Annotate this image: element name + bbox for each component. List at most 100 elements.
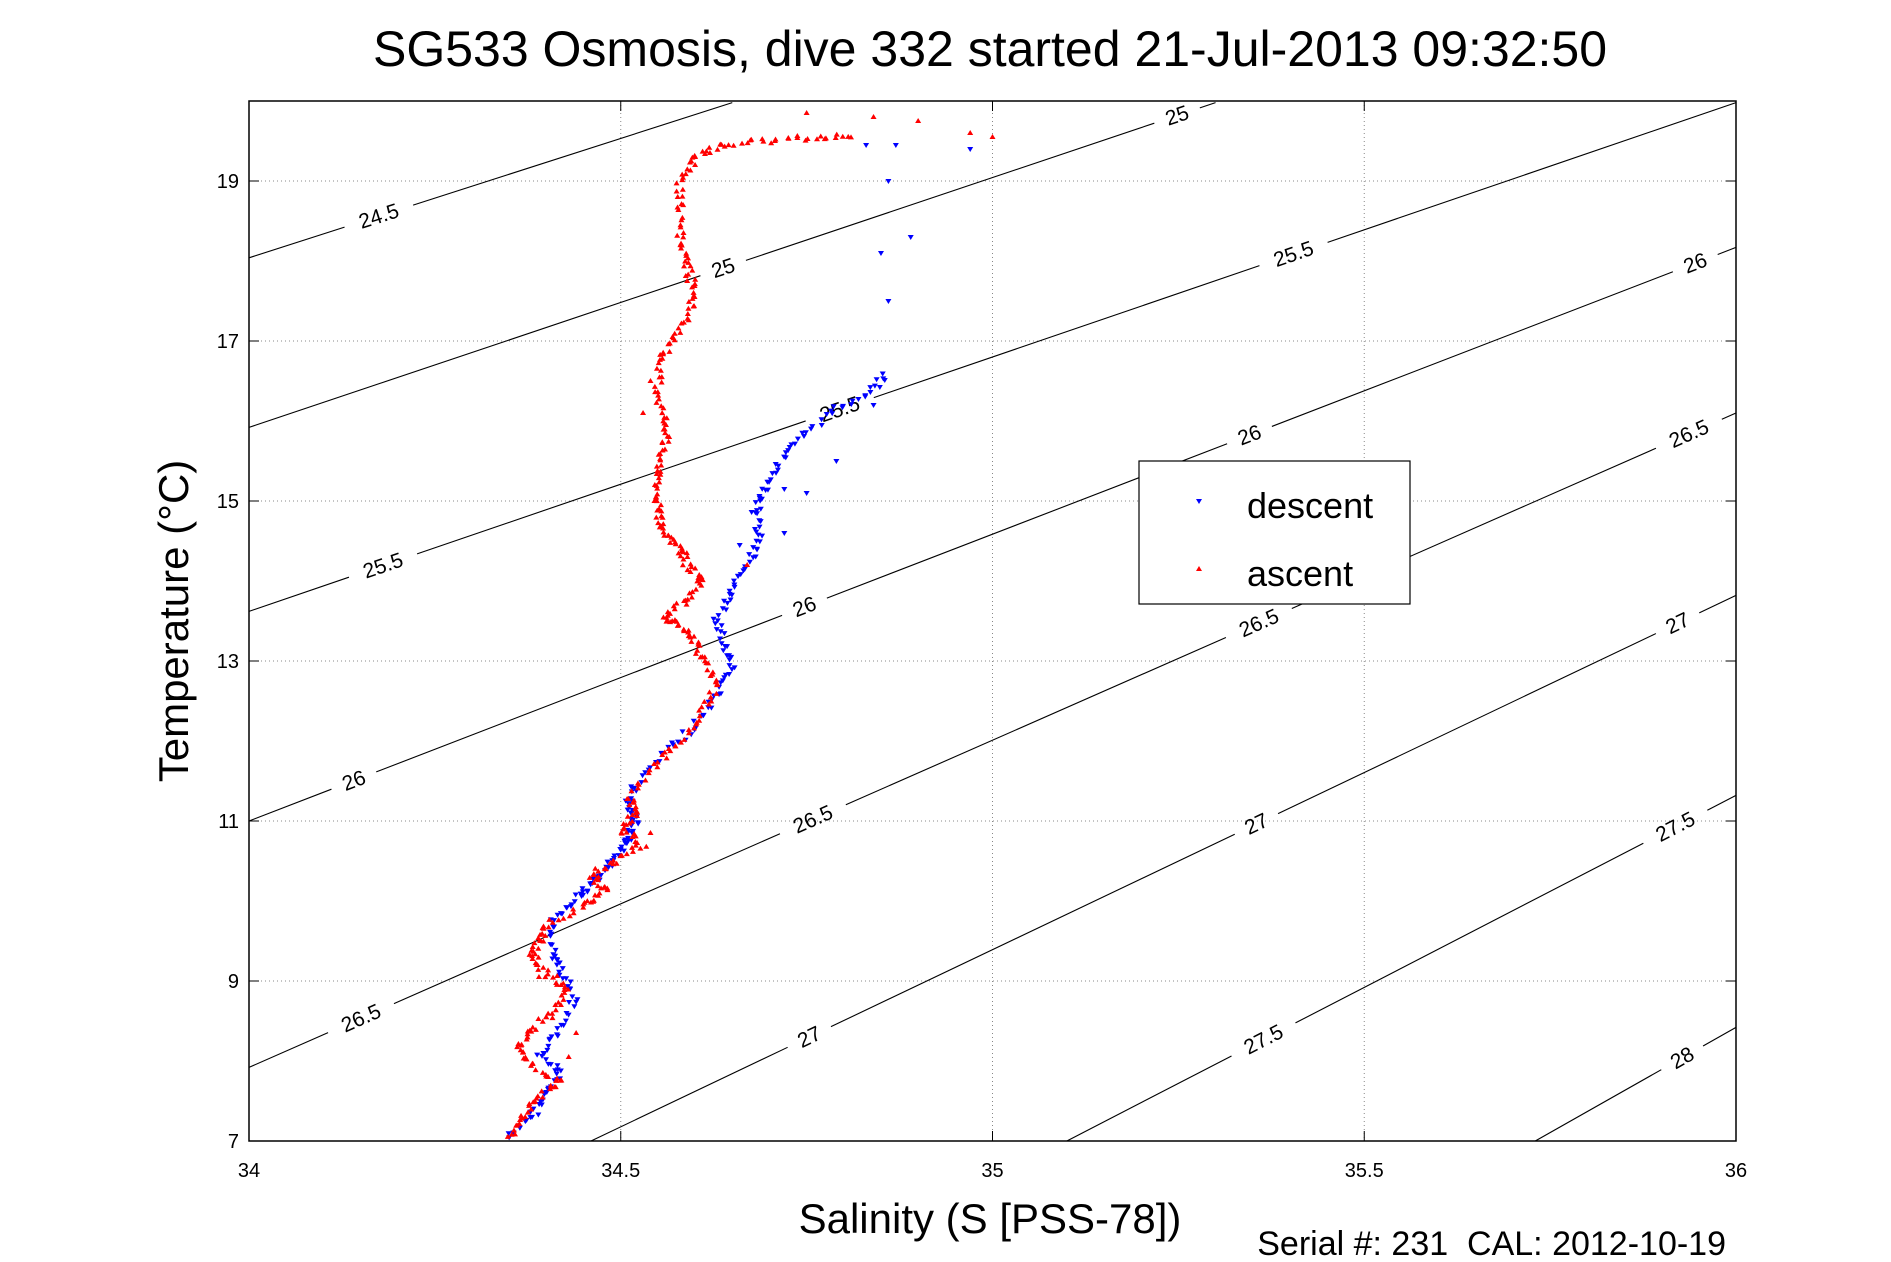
descent-point	[752, 500, 759, 506]
ascent-point	[643, 843, 650, 849]
descent-point	[550, 952, 557, 958]
ascent-point	[989, 134, 996, 139]
ascent-point	[553, 979, 560, 985]
descent-point	[620, 848, 627, 854]
ascent-point	[678, 245, 685, 251]
ascent-point	[561, 984, 568, 990]
ascent-point	[655, 392, 662, 398]
descent-point	[553, 962, 560, 968]
ascent-point	[557, 1077, 564, 1083]
ascent-point	[689, 267, 696, 273]
ascent-point	[543, 1014, 550, 1020]
ascent-point	[555, 999, 562, 1005]
ascent-point	[660, 529, 667, 535]
ascent-point	[654, 491, 661, 497]
descent-point	[631, 785, 638, 791]
descent-point	[746, 552, 753, 558]
ascent-point	[671, 330, 678, 336]
descent-point	[717, 629, 724, 635]
ascent-point	[833, 131, 840, 137]
ascent-point	[565, 986, 572, 992]
ascent-point	[772, 136, 779, 142]
ascent-point	[690, 303, 697, 309]
ascent-point	[706, 689, 713, 695]
descent-point	[756, 518, 763, 524]
ascent-point	[632, 804, 639, 810]
descent-point	[791, 441, 798, 447]
ascent-point	[684, 315, 691, 321]
y-tick-label: 13	[217, 651, 239, 673]
ascent-point	[675, 207, 682, 213]
descent-point	[557, 911, 564, 917]
descent-point	[724, 644, 731, 650]
ascent-point	[679, 186, 686, 192]
ascent-point	[510, 1127, 517, 1133]
ascent-point	[533, 961, 540, 967]
ascent-point	[660, 418, 667, 424]
descent-point	[802, 430, 809, 436]
ascent-point	[590, 897, 597, 903]
ascent-point	[692, 586, 699, 592]
ascent-point	[744, 562, 751, 567]
ascent-point	[660, 426, 667, 432]
ascent-point	[647, 378, 654, 383]
ascent-point	[524, 1034, 531, 1040]
ascent-point	[730, 142, 737, 148]
ascent-point	[691, 725, 698, 731]
descent-point	[721, 598, 728, 604]
ascent-point	[664, 617, 671, 623]
descent-point	[772, 462, 779, 468]
ascent-point	[535, 974, 542, 979]
descent-point	[549, 956, 556, 962]
ascent-point	[539, 1069, 546, 1075]
ascent-point	[685, 255, 692, 261]
descent-point	[587, 881, 594, 887]
ascent-point	[590, 871, 597, 877]
ascent-point	[663, 755, 670, 761]
ascent-point	[822, 135, 829, 141]
descent-point	[885, 299, 892, 304]
ascent-point	[672, 743, 679, 749]
ascent-point	[549, 919, 556, 925]
ascent-point	[692, 154, 699, 159]
axis-ticks: 34 34.5 35 35.5 36 7 9 11 13 15 17 19	[217, 101, 1747, 1182]
descent-point	[505, 1131, 512, 1137]
descent-point	[634, 820, 641, 826]
ascent-point	[629, 818, 636, 824]
ascent-point	[674, 193, 681, 199]
ascent-point	[560, 915, 567, 921]
contour-line	[590, 1046, 788, 1142]
ascent-point	[558, 992, 565, 998]
ascent-point	[629, 848, 636, 854]
ascent-point	[690, 289, 697, 295]
descent-point	[571, 899, 578, 905]
descent-point	[855, 396, 862, 402]
descent-point	[751, 526, 758, 532]
ascent-point	[748, 136, 755, 142]
ascent-point	[601, 883, 608, 889]
ascent-point	[696, 717, 703, 723]
ascent-point	[534, 1093, 541, 1099]
contour-line	[1702, 1026, 1737, 1047]
ascent-point	[513, 1122, 520, 1128]
ascent-point	[586, 874, 593, 880]
ascent-point	[516, 1120, 523, 1126]
descent-point	[818, 417, 825, 423]
descent-point	[553, 1032, 560, 1038]
ascent-point	[654, 764, 661, 770]
descent-point	[753, 508, 760, 514]
ascent-point	[542, 932, 549, 938]
ascent-point	[632, 806, 639, 812]
ascent-point	[694, 647, 701, 653]
ascent-point	[673, 600, 680, 606]
ascent-point	[688, 594, 695, 600]
descent-point	[730, 578, 737, 584]
ascent-point	[587, 899, 594, 905]
ascent-point	[632, 810, 639, 815]
ascent-point	[535, 966, 542, 972]
ascent-point	[653, 365, 660, 371]
descent-point	[727, 597, 734, 603]
ascent-point	[596, 890, 603, 896]
ascent-point	[658, 403, 665, 409]
ascent-point	[524, 1031, 531, 1037]
